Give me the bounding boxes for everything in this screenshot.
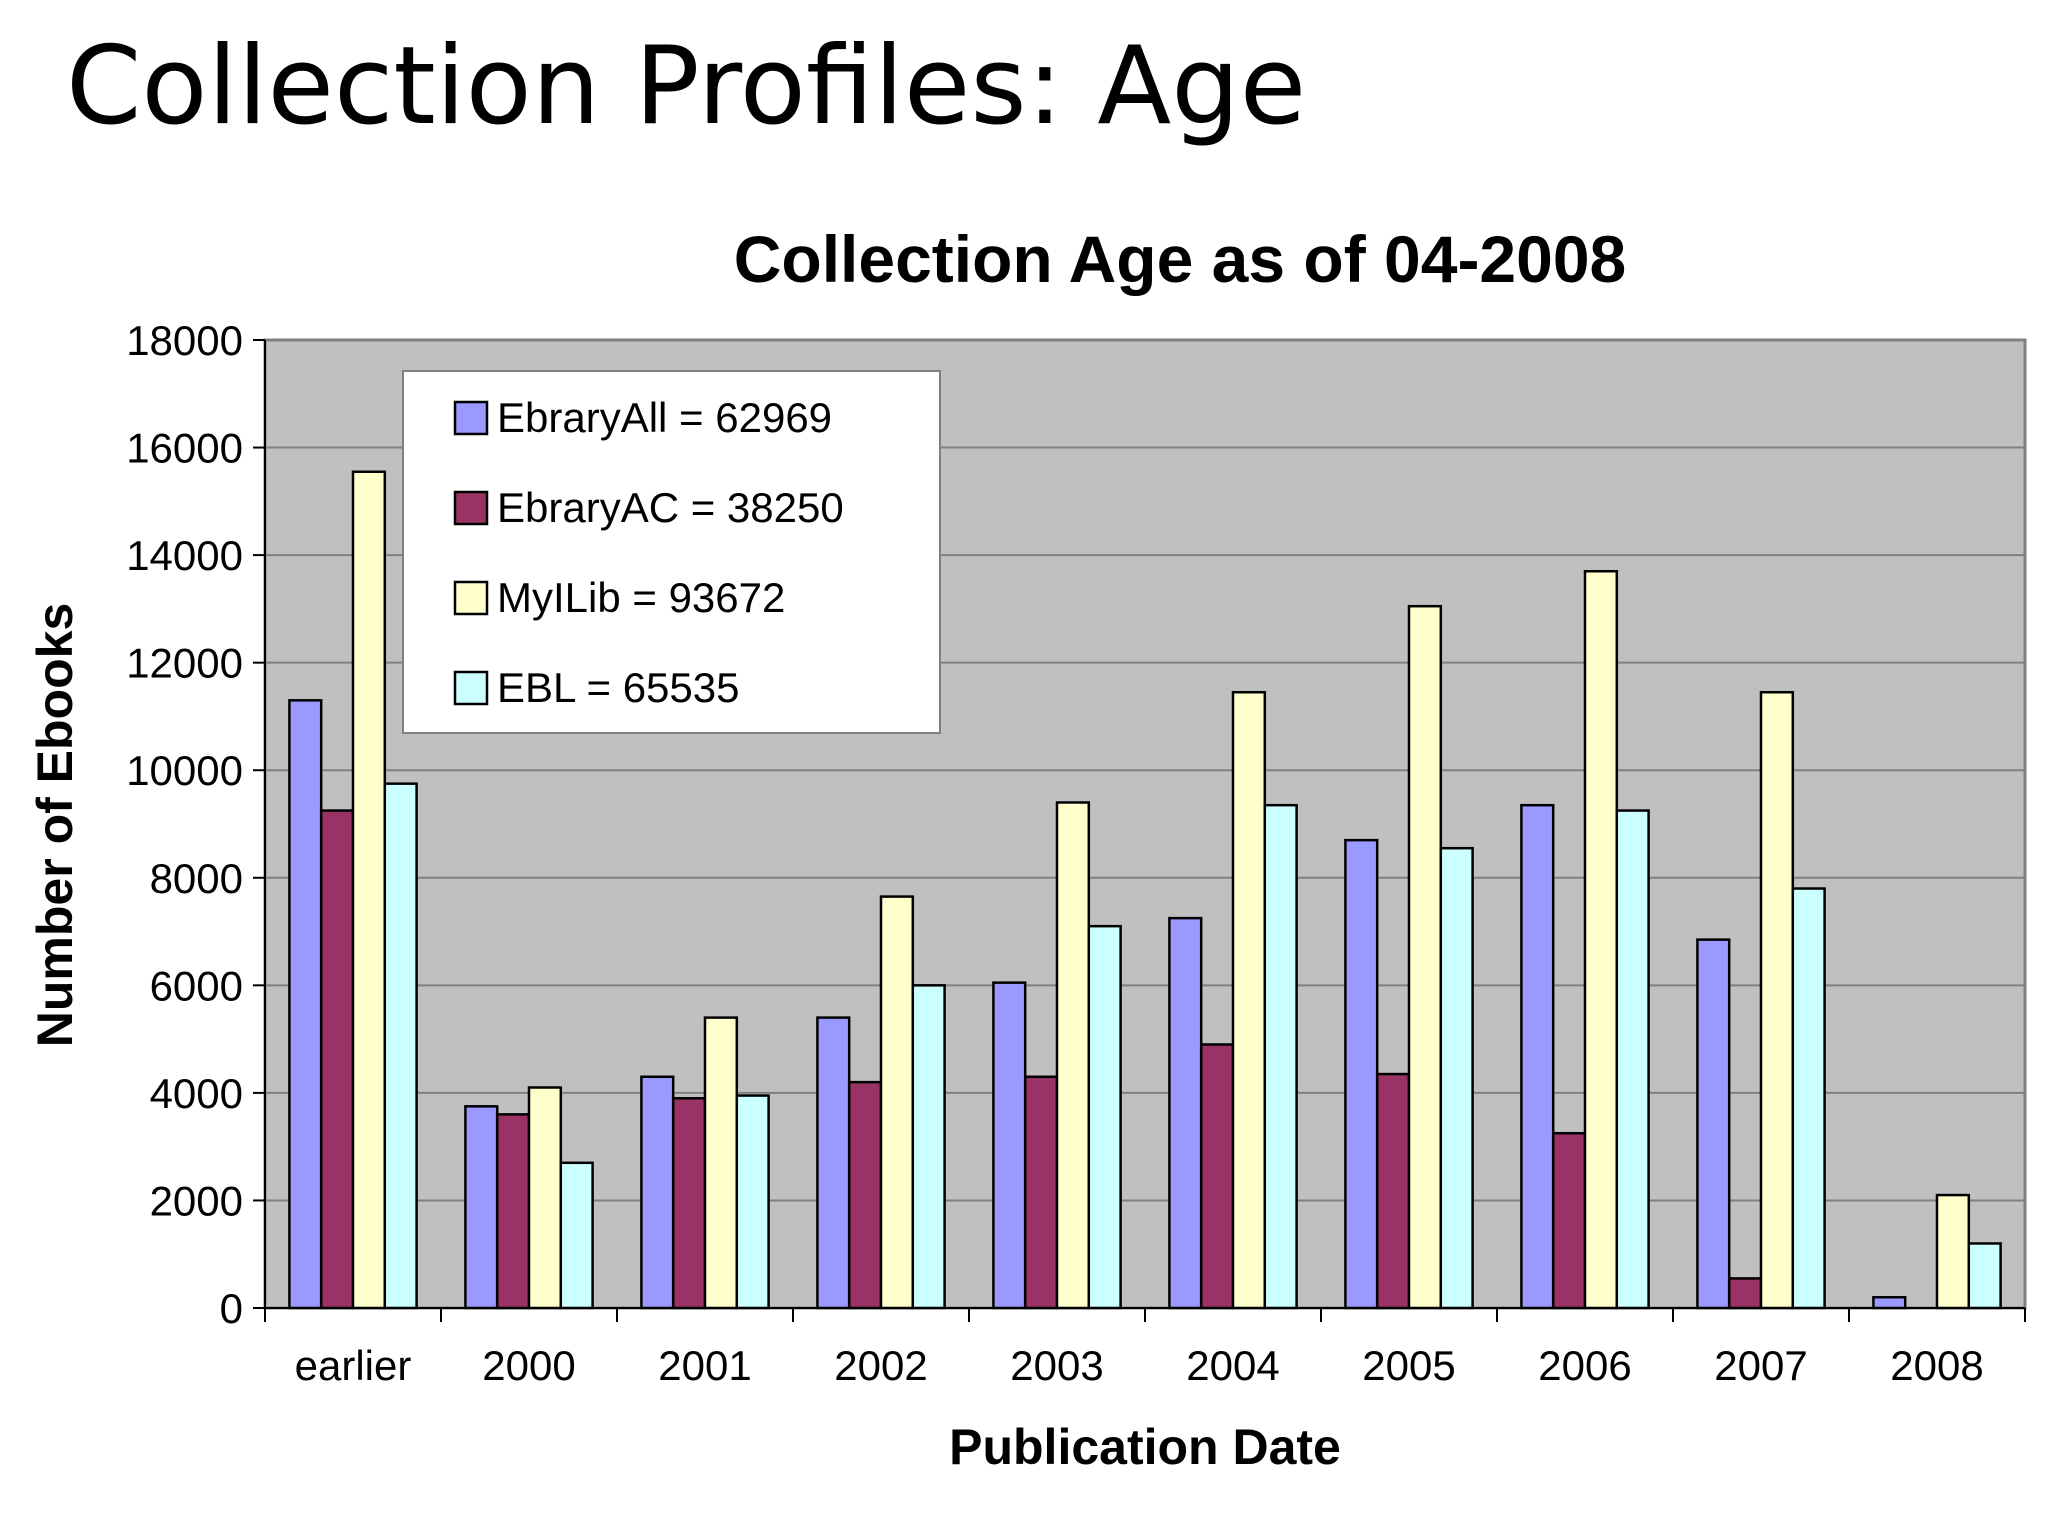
bar [847,1080,883,1310]
x-tick-label: earlier [295,1342,412,1389]
bar [1935,1193,1971,1310]
bar [911,984,946,1310]
slide-title: Collection Profiles: Age [66,24,1307,149]
bar [1759,690,1795,1310]
bar [735,1094,770,1310]
y-tick-label: 16000 [126,425,243,472]
bar [816,1016,851,1310]
legend-label: EbraryAll = 62969 [497,394,832,441]
legend-swatch [453,490,489,526]
y-tick-label: 6000 [150,962,243,1009]
bar [383,782,418,1310]
bar [1967,1242,2002,1310]
bar [1407,604,1443,1310]
y-axis-label: Number of Ebooks [27,603,83,1047]
bar [879,895,915,1310]
bar [351,470,387,1310]
bar [1199,1043,1235,1310]
bar [671,1097,707,1310]
y-tick-label: 0 [220,1285,243,1332]
legend-box [402,370,941,734]
y-tick-label: 12000 [126,640,243,687]
chart-title: Collection Age as of 04-2008 [734,222,1627,296]
bar [288,699,323,1310]
bar [1791,887,1826,1310]
bar [464,1105,499,1310]
bar [1520,803,1555,1310]
x-tick-label: 2007 [1714,1342,1807,1389]
bar [1583,569,1619,1310]
x-axis-label: Publication Date [949,1419,1341,1475]
bar [1263,803,1298,1310]
bar [1551,1131,1587,1310]
bar [1168,916,1203,1310]
bar [527,1086,563,1310]
bar [319,809,355,1310]
x-tick-label: 2005 [1362,1342,1455,1389]
x-tick-label: 2001 [658,1342,751,1389]
bar [495,1113,531,1310]
bar [703,1016,739,1310]
legend-label: EbraryAC = 38250 [497,484,844,531]
bar [1872,1295,1907,1310]
bar [559,1161,594,1310]
y-tick-label: 14000 [126,532,243,579]
bar [1344,838,1379,1310]
bar [1696,938,1731,1310]
bar [1727,1277,1763,1310]
x-tick-label: 2003 [1010,1342,1103,1389]
y-tick-labels: 0 2000 4000 6000 8000 10000 12000 14000 16000 180… [126,317,265,1332]
x-tick-labels: earlier 2000 2001 2002 2003 2004 2005 2006 2007 2… [264,1308,2026,1389]
x-tick-label: 2008 [1890,1342,1983,1389]
legend-label: MyILib = 93672 [497,574,785,621]
legend-swatch [453,670,489,706]
bar [1055,801,1091,1310]
x-tick-label: 2006 [1538,1342,1631,1389]
bar [1375,1072,1411,1310]
x-tick-label: 2000 [482,1342,575,1389]
legend-swatch [453,580,489,616]
bar [1231,690,1267,1310]
bar [1615,809,1650,1310]
bar [1439,846,1474,1310]
bar [1023,1075,1059,1310]
y-tick-label: 18000 [126,317,243,364]
y-tick-label: 8000 [150,855,243,902]
y-tick-label: 4000 [150,1070,243,1117]
bar [1087,924,1122,1310]
legend-label: EBL = 65535 [497,664,739,711]
x-tick-label: 2004 [1186,1342,1279,1389]
bar [992,981,1027,1310]
legend-swatch [453,400,489,436]
y-tick-label: 10000 [126,747,243,794]
legend: EbraryAll = 62969 EbraryAC = 38250 MyILib … [402,370,941,734]
bar [640,1075,675,1310]
y-tick-label: 2000 [150,1177,243,1224]
x-tick-label: 2002 [834,1342,927,1389]
